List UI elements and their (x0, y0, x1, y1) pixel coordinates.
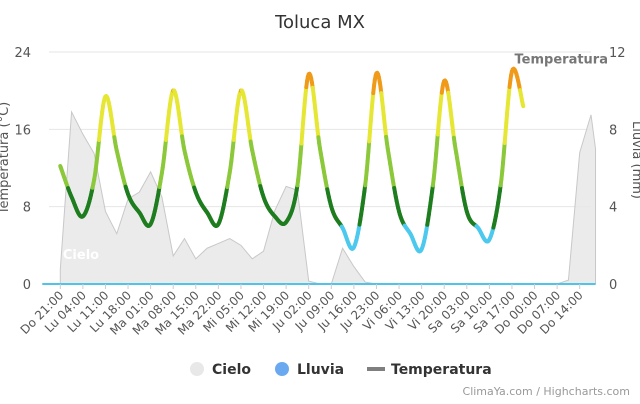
legend-label: Temperatura (391, 362, 492, 378)
y-left-tick-label: 16 (14, 123, 31, 138)
legend-label: Cielo (212, 362, 251, 378)
y-right-tick-label: 12 (609, 46, 626, 61)
temperatura-annotation: Temperatura (515, 53, 608, 68)
legend: Cielo Lluvia Temperatura (190, 362, 492, 378)
y-left-tick-label: 8 (23, 201, 31, 216)
y-left-tick-label: 24 (14, 46, 31, 61)
legend-symbol-icon (367, 367, 385, 371)
chart-title: Toluca MX (274, 12, 365, 33)
y-left-tick-label: 0 (23, 278, 31, 293)
y-right-tick-label: 8 (609, 123, 617, 138)
legend-item-cielo[interactable]: Cielo (190, 362, 251, 378)
legend-symbol-icon (190, 362, 204, 376)
y-right-tick-label: 4 (609, 201, 617, 216)
y-axis-right-label: Lluvia (mm) (629, 121, 640, 199)
y-axis-left-label: Temperatura (°C) (0, 102, 12, 215)
cielo-annotation: Cielo (63, 248, 99, 263)
legend-symbol-icon (275, 362, 289, 376)
credits: ClimaYa.com / Highcharts.com (463, 385, 630, 398)
y-right-tick-label: 0 (609, 278, 617, 293)
legend-label: Lluvia (297, 362, 344, 378)
